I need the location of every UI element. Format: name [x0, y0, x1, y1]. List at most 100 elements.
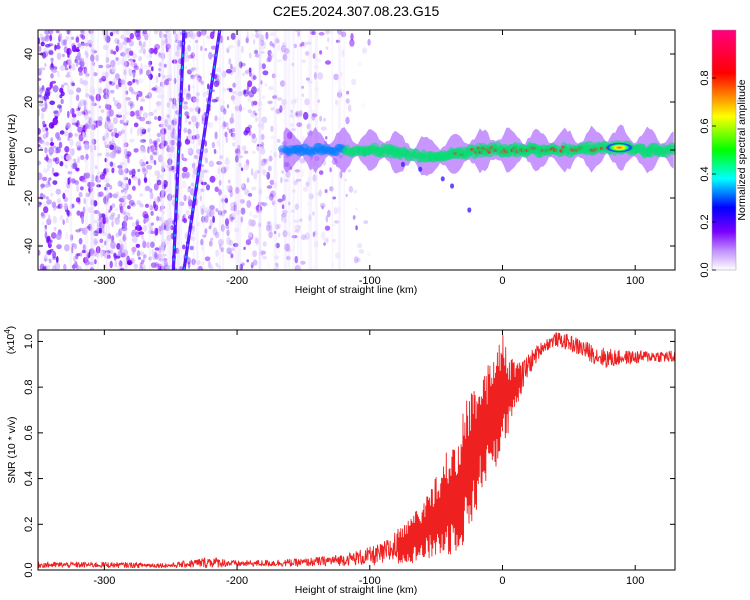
- noise-cell: [223, 194, 228, 199]
- noise-cell: [154, 247, 160, 251]
- noise-cell: [112, 193, 119, 199]
- noise-cell: [38, 127, 41, 135]
- noise-cell: [42, 140, 46, 146]
- noise-cell: [153, 47, 158, 55]
- noise-cell: [109, 260, 113, 269]
- heatmap-signal-track: [277, 124, 675, 213]
- noise-cell: [185, 31, 190, 39]
- noise-cell: [77, 126, 84, 133]
- noise-cell: [102, 44, 109, 51]
- noise-cell: [281, 42, 287, 48]
- noise-cell: [143, 213, 149, 219]
- noise-cell: [140, 259, 144, 265]
- noise-cell: [66, 48, 72, 55]
- noise-cell: [96, 152, 103, 157]
- noise-cell: [122, 114, 126, 121]
- noise-cell: [197, 108, 201, 115]
- noise-cell: [133, 65, 139, 71]
- noise-cell: [225, 156, 230, 161]
- noise-cell: [110, 49, 114, 55]
- noise-cell: [263, 159, 270, 166]
- noise-cell: [44, 102, 48, 110]
- snr-y-tick-label: 0.4: [23, 471, 35, 486]
- noise-cell: [162, 139, 168, 147]
- noise-cell: [262, 70, 269, 76]
- heatmap-y-axis-label: Frequency (Hz): [6, 114, 18, 186]
- noise-cell: [53, 145, 57, 149]
- noise-cell: [87, 186, 94, 193]
- noise-cell: [75, 58, 79, 66]
- noise-cell: [132, 59, 136, 63]
- snr-y-tick-label: 1.0: [23, 334, 35, 349]
- noise-cell: [91, 174, 95, 182]
- noise-cell: [138, 40, 142, 47]
- noise-cell: [304, 98, 310, 106]
- noise-cell: [118, 238, 123, 245]
- noise-cell: [139, 266, 144, 270]
- noise-cell: [126, 120, 129, 124]
- noise-cell: [187, 147, 194, 156]
- noise-cell: [122, 195, 127, 200]
- noise-cell: [181, 172, 186, 179]
- noise-cell: [259, 39, 265, 47]
- noise-cell: [78, 71, 83, 76]
- noise-cell: [75, 94, 80, 101]
- noise-cell: [41, 85, 45, 91]
- noise-cell: [117, 131, 122, 137]
- noise-cell: [57, 42, 60, 46]
- noise-cell: [71, 203, 75, 208]
- noise-cell: [191, 115, 197, 123]
- heatmap-x-tick-label: -300: [93, 275, 115, 287]
- noise-cell: [307, 176, 311, 184]
- noise-cell: [158, 248, 162, 254]
- noise-cell: [76, 87, 82, 93]
- noise-cell: [191, 162, 196, 169]
- noise-cell: [296, 122, 303, 128]
- noise-cell: [195, 39, 199, 44]
- noise-cell: [114, 38, 120, 44]
- snr-x-tick-label: 100: [626, 575, 644, 587]
- noise-cell: [244, 150, 249, 154]
- noise-cell: [211, 98, 218, 103]
- noise-cell: [290, 99, 297, 105]
- noise-cell: [199, 195, 203, 202]
- noise-cell: [54, 262, 61, 270]
- noise-cell: [353, 189, 358, 194]
- noise-cell: [150, 241, 155, 248]
- noise-cell: [85, 93, 89, 98]
- noise-cell: [63, 46, 68, 53]
- noise-cell: [48, 146, 55, 155]
- noise-cell: [289, 123, 295, 128]
- noise-cell: [141, 237, 145, 243]
- noise-cell: [49, 142, 55, 146]
- noise-cell: [94, 165, 98, 170]
- noise-cell: [107, 233, 112, 240]
- noise-cell: [188, 39, 192, 44]
- noise-cell: [110, 212, 116, 217]
- noise-cell: [166, 78, 172, 82]
- noise-cell: [214, 174, 219, 180]
- noise-cell: [71, 264, 76, 269]
- noise-cell: [95, 253, 100, 258]
- noise-cell: [221, 201, 225, 210]
- noise-cell: [105, 71, 109, 79]
- noise-cell: [217, 167, 221, 175]
- noise-cell: [124, 97, 131, 101]
- noise-cell: [163, 220, 169, 226]
- noise-cell: [49, 81, 53, 89]
- noise-cell: [140, 62, 143, 71]
- noise-cell: [258, 118, 265, 126]
- noise-cell: [253, 50, 259, 55]
- noise-cell: [161, 166, 165, 169]
- noise-cell: [193, 154, 199, 160]
- noise-cell: [356, 257, 361, 262]
- noise-cell: [278, 223, 281, 230]
- noise-cell: [183, 194, 187, 202]
- noise-cell: [183, 101, 188, 105]
- noise-cell: [187, 188, 191, 193]
- noise-cell: [53, 150, 57, 154]
- noise-cell: [158, 196, 162, 202]
- noise-cell: [52, 85, 59, 93]
- noise-cell: [204, 256, 211, 262]
- noise-cell: [151, 66, 154, 72]
